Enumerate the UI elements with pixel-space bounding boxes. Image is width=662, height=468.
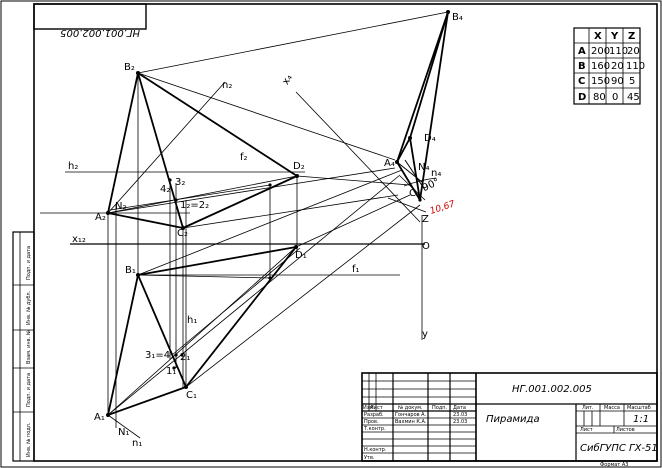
label-A1: A₁ [94, 412, 105, 423]
tb-org: СибГУПС ГХ-51 [580, 442, 658, 454]
label-x4: x₄ [280, 73, 294, 87]
label-D4: D₄ [424, 133, 436, 144]
tbl-c-x: 150 [591, 76, 610, 87]
tbl-a-y: 110 [609, 46, 628, 57]
label-D2: D₂ [293, 161, 305, 172]
tb-col-list: Лист [370, 405, 383, 411]
tbl-h-x: X [594, 31, 602, 42]
auxiliary-projection [396, 11, 449, 201]
label-A4: A₄ [384, 158, 395, 169]
tbl-a-x: 200 [591, 46, 610, 57]
tb-code: НГ.001.002.005 [512, 384, 592, 395]
top-stamp-text: НГ.001.002.005 [60, 27, 140, 38]
label-A2: A₂ [95, 212, 106, 223]
tbl-b-z: 110 [626, 61, 645, 72]
tb-scale-h: Масштаб [627, 405, 651, 411]
tbl-h-y: Y [610, 31, 619, 42]
dimension-value: 10,67 [429, 199, 457, 217]
label-11: 1₁ [166, 366, 176, 377]
strip-4: Подп. и дата [26, 373, 32, 407]
top-stamp: НГ.001.002.005 [33, 3, 147, 38]
label-3eq4: 3₁=4₁ [145, 350, 174, 361]
label-12eq22: 1₂=2₂ [180, 200, 209, 211]
tbl-d-z: 45 [627, 92, 640, 103]
label-B4: B₄ [452, 12, 463, 23]
label-Z: Z [422, 214, 429, 225]
tbl-d-y: 0 [612, 92, 618, 103]
label-B2: B₂ [124, 62, 135, 73]
point-labels: B₂ n₂ x₄ B₄ f₂ D₂ h₂ 3₂ 4₂ 1₂=2₂ N₂ A₂ C… [68, 12, 463, 449]
tbl-b-y: 20 [611, 61, 624, 72]
tb-scale-v: 1:1 [633, 414, 649, 425]
tbl-b: B [578, 61, 586, 72]
tb-mass-h: Масса [604, 405, 620, 411]
label-N4: N₄ [418, 162, 430, 173]
tbl-c-y: 90 [611, 76, 624, 87]
label-N2: N₂ [115, 201, 127, 212]
label-C4: C₄ [409, 188, 420, 199]
tb-title: Пирамида [486, 414, 540, 425]
axis-x4 [295, 91, 421, 223]
label-32: 3₂ [175, 177, 185, 188]
points [106, 10, 450, 417]
label-y: y [422, 329, 428, 340]
tb-r3-role: Т.контр. [363, 426, 386, 432]
title-block: НГ.001.002.005 Пирамида СибГУПС ГХ-51 Ли… [361, 372, 658, 468]
strip-3: Взам. инв. № [26, 329, 32, 364]
tbl-a-z: 20 [627, 46, 640, 57]
label-n4: n₄ [431, 168, 441, 179]
label-B1: B₁ [125, 265, 136, 276]
tbl-a: A [578, 46, 586, 57]
frontal-projection [107, 72, 298, 229]
label-h2: h₂ [68, 161, 78, 172]
label-n2: n₂ [222, 80, 232, 91]
tb-r2-name: Вахмин К.А. [395, 419, 427, 425]
side-strip: Подп. и дата Инв. № дубл. Взам. инв. № П… [12, 231, 35, 462]
tb-col-doc: № докум. [398, 405, 423, 411]
strip-1: Подп. и дата [26, 246, 32, 280]
tb-r1-role: Разраб. [364, 412, 384, 418]
label-f1: f₁ [352, 264, 360, 275]
label-h1: h₁ [187, 315, 197, 326]
tbl-d: D [578, 92, 586, 103]
tb-r5-role: Н.контр. [364, 447, 387, 453]
tb-r1-name: Гончаров А. [395, 412, 427, 418]
tb-col-date: Дата [453, 405, 466, 411]
tb-sheet: Лист [580, 427, 593, 433]
label-42: 4₂ [160, 184, 170, 195]
tb-r2-date: 23.03 [453, 419, 467, 425]
label-x12: x₁₂ [72, 234, 86, 245]
label-N1: N₁ [118, 427, 130, 438]
tb-r6-role: Утв. [364, 455, 375, 461]
strip-5: Инв. № подл. [26, 422, 32, 457]
label-D1: D₁ [295, 250, 307, 261]
tb-format: Формат А3 [600, 462, 628, 468]
coordinate-table: X Y Z A 200 110 20 B 160 20 110 C 150 90… [573, 27, 645, 105]
tb-stage-h: Лит. [582, 405, 594, 411]
tb-col-izm: Изм [363, 405, 373, 411]
construction-lines [40, 11, 449, 439]
tbl-c-z: 5 [629, 76, 635, 87]
label-f2: f₂ [240, 152, 248, 163]
tb-sheets: Листов [616, 427, 635, 433]
tb-r1-date: 23.03 [453, 412, 467, 418]
label-C1: C₁ [186, 390, 197, 401]
horizontal-projection [107, 246, 297, 416]
tb-col-sign: Подп. [432, 405, 448, 411]
tbl-h-z: Z [628, 31, 635, 42]
label-n1: n₁ [132, 438, 142, 449]
axes [70, 91, 425, 340]
tbl-d-x: 80 [593, 92, 606, 103]
strip-2: Инв. № дубл. [26, 290, 32, 325]
label-21: 2₁ [180, 352, 190, 363]
tbl-b-x: 160 [591, 61, 610, 72]
label-C2: C₂ [177, 228, 188, 239]
tb-r2-role: Пров. [364, 419, 379, 425]
label-O: O [422, 241, 430, 252]
tbl-c: C [578, 76, 585, 87]
